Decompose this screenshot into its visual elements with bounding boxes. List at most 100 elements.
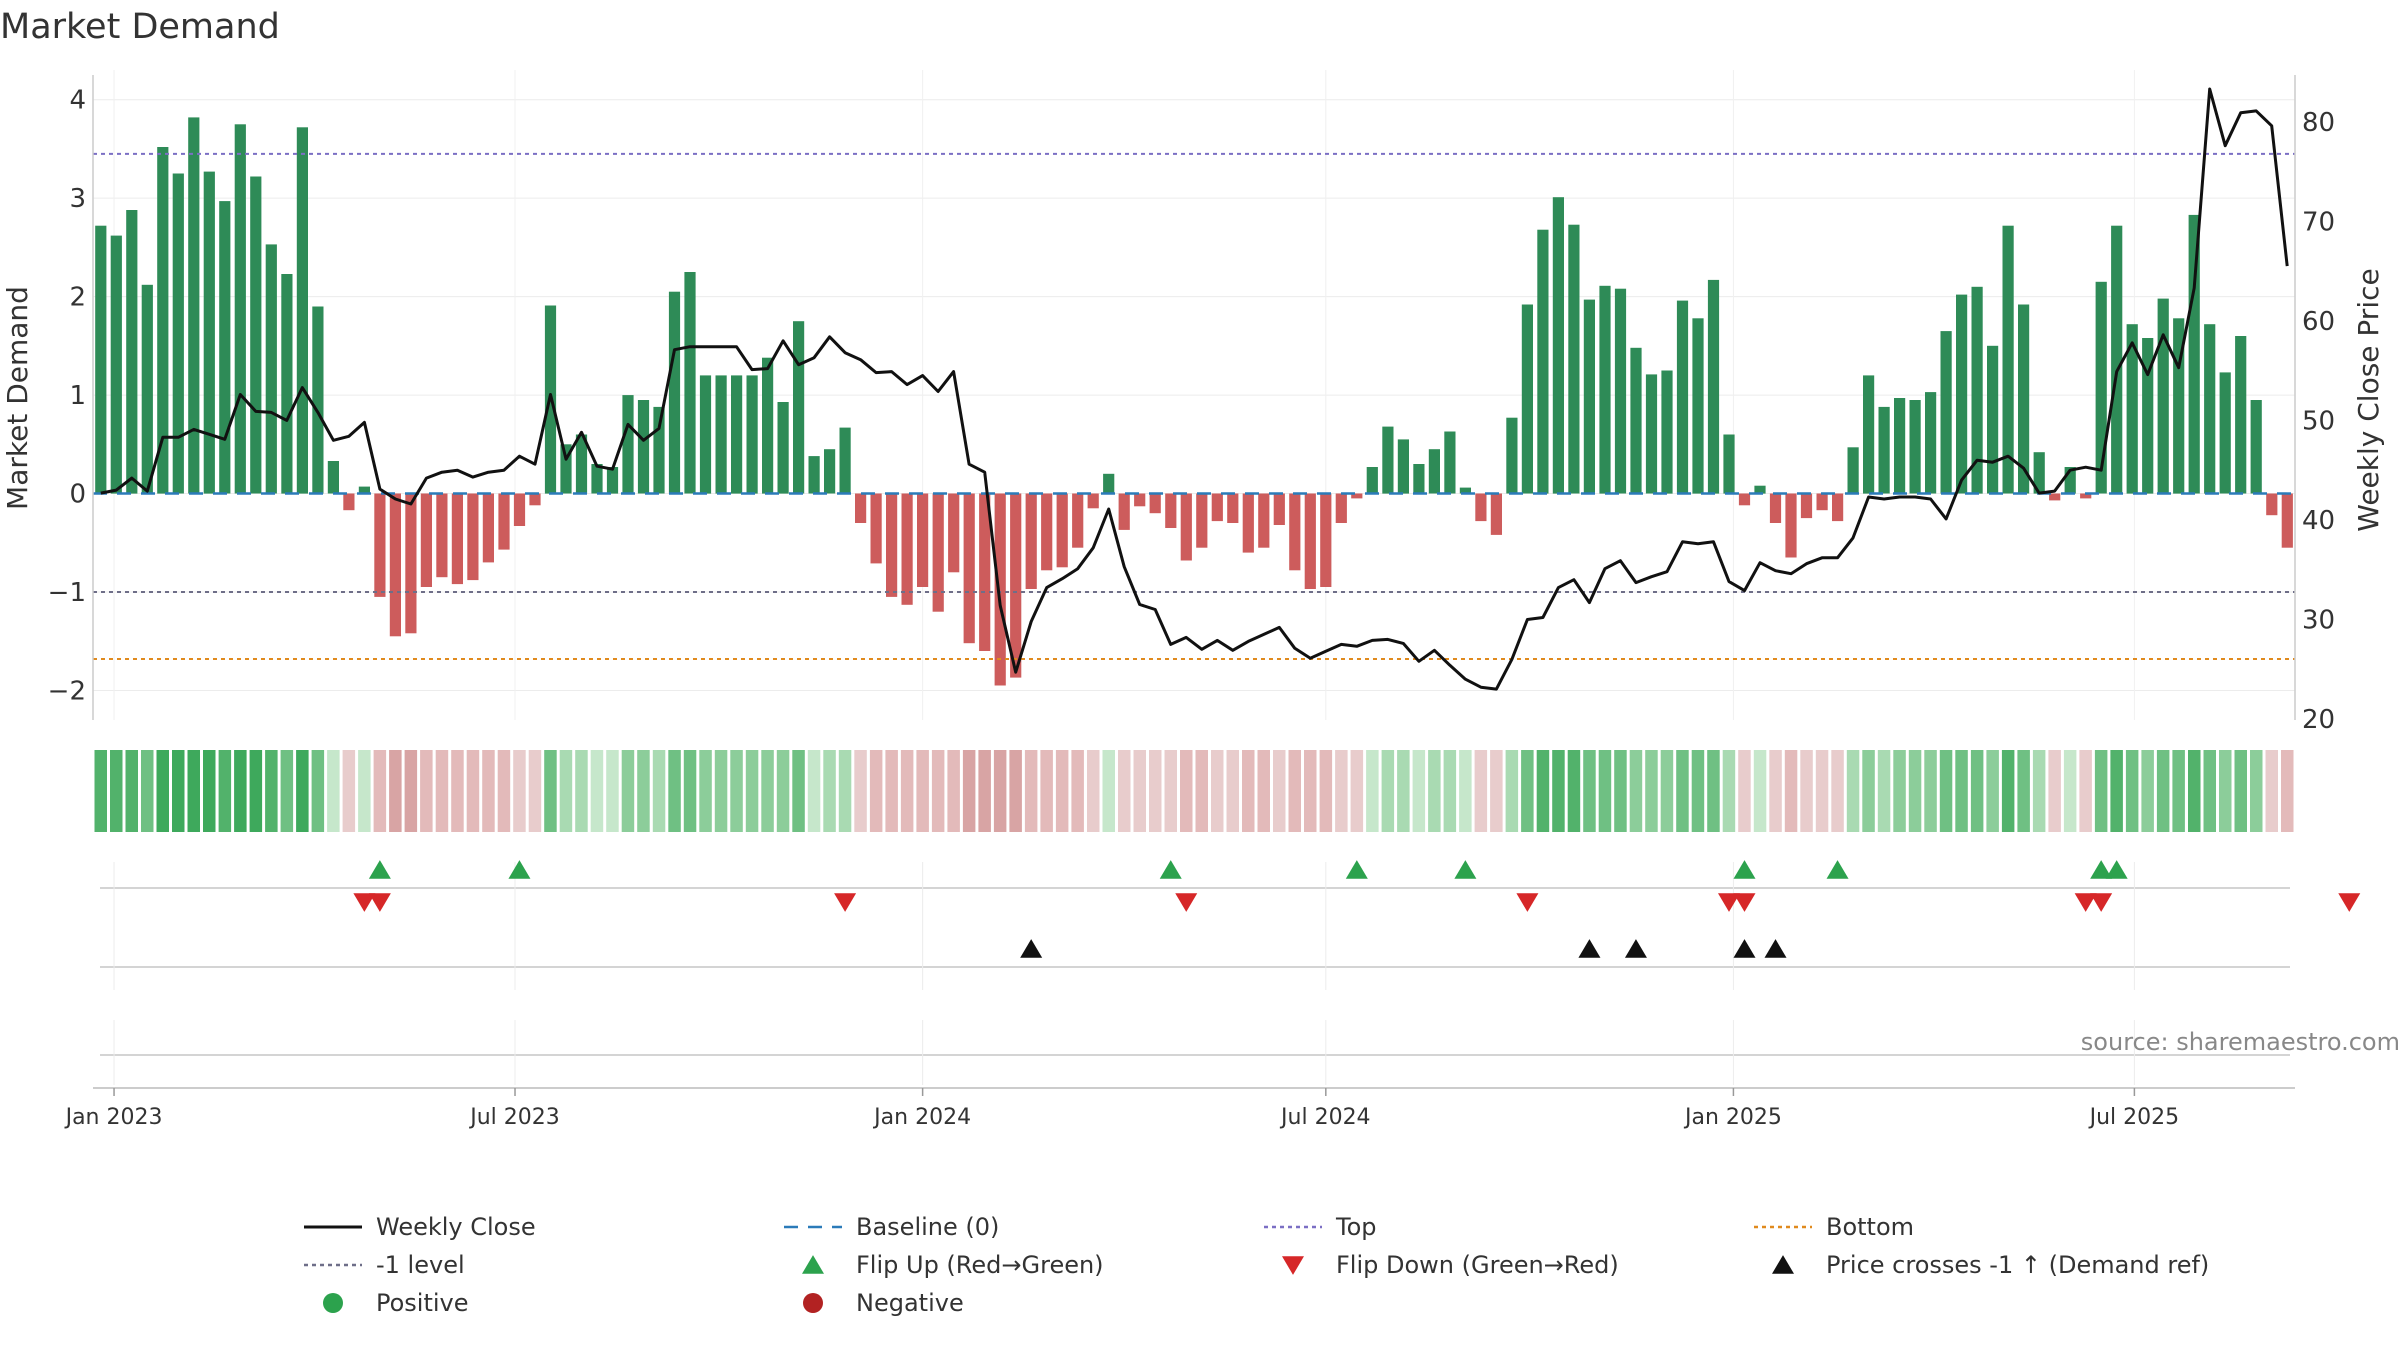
demand-bar-negative (1320, 493, 1332, 587)
strip-cell (218, 750, 232, 832)
demand-bar-positive (1614, 288, 1627, 494)
legend-label: Baseline (0) (856, 1213, 1000, 1241)
strip-cell (528, 750, 542, 832)
demand-bar-positive (1413, 464, 1425, 494)
strip-cell (885, 750, 898, 832)
strip-cell (1598, 750, 1612, 832)
demand-bar-positive (1971, 286, 1983, 494)
strip-cell (1753, 750, 1767, 832)
strip-cell (947, 750, 960, 832)
strip-cell (1397, 750, 1410, 832)
strip-cell (1846, 750, 1860, 832)
demand-bar-negative (994, 493, 1006, 686)
strip-cell (1955, 750, 1968, 832)
strip-cell (2281, 750, 2294, 832)
demand-bar-positive (1863, 375, 1875, 494)
demand-bar-positive (1103, 473, 1115, 494)
demand-bar-negative (1490, 493, 1502, 535)
strip-cell (1071, 750, 1084, 832)
strip-cell (1180, 750, 1193, 832)
strip-cell (652, 750, 666, 832)
strip-cell (1908, 750, 1922, 832)
demand-bar-negative (979, 493, 991, 651)
strip-cell (776, 750, 790, 832)
demand-bar-negative (1180, 493, 1192, 561)
demand-bar-negative (2266, 493, 2278, 516)
legend-symbol-circle (780, 1288, 846, 1318)
axes: −2 −1 0 1 2 3 4 20 30 40 50 60 70 80 (48, 75, 2335, 735)
demand-bar-positive (1366, 467, 1378, 494)
demand-bar-negative (529, 493, 541, 506)
flip-up-marker (1733, 860, 1756, 879)
x-tick-label: Jul 2025 (2088, 1105, 2180, 1130)
legend-label: Flip Up (Red→Green) (856, 1251, 1104, 1279)
flip-up-marker (2090, 860, 2113, 879)
demand-bar-positive (2157, 298, 2169, 494)
demand-bar-positive (668, 291, 681, 494)
legend-item: Baseline (0) (780, 1208, 999, 1246)
strip-cell (1614, 750, 1627, 832)
strip-cell (1102, 750, 1115, 832)
flip-up-marker (2105, 860, 2128, 879)
legend-item: Bottom (1750, 1208, 1914, 1246)
demand-bar-positive (1878, 406, 1890, 494)
strip-cell (1660, 750, 1674, 832)
strip-cell (668, 750, 681, 832)
strip-cell (2141, 750, 2154, 832)
demand-bar-positive (1692, 318, 1704, 494)
strip-cell (1877, 750, 1891, 832)
demand-bar-positive (110, 235, 122, 494)
demand-bar-positive (1661, 370, 1673, 494)
legend-item: Flip Up (Red→Green) (780, 1246, 1104, 1284)
strip-cell (1257, 750, 1270, 832)
demand-bar-positive (808, 456, 820, 494)
strip-cell (1087, 750, 1100, 832)
demand-bar-positive (203, 171, 215, 494)
strip-cell (1676, 750, 1689, 832)
demand-bar-positive (1444, 431, 1456, 494)
strip-cell (1350, 750, 1364, 832)
legend-label: Top (1336, 1213, 1377, 1241)
strip-cell (280, 750, 294, 832)
demand-bars (95, 117, 2293, 686)
demand-bar-negative (1010, 493, 1022, 678)
legend-item: -1 level (300, 1246, 465, 1284)
demand-bar-positive (2142, 338, 2154, 494)
strip-cell (1412, 750, 1426, 832)
demand-bar-negative (1816, 493, 1828, 511)
demand-bar-positive (1847, 447, 1859, 494)
strip-cell (900, 750, 914, 832)
strip-cell (404, 750, 418, 832)
strip-cell (2250, 750, 2263, 832)
strip-cell (1319, 750, 1333, 832)
demand-bar-negative (482, 493, 494, 563)
strip-cell (1226, 750, 1239, 832)
demand-bar-negative (1351, 493, 1363, 499)
strip-cell (2156, 750, 2170, 832)
demand-bar-negative (1072, 493, 1084, 548)
price-cross-marker (1020, 939, 1043, 958)
legend-label: -1 level (376, 1251, 465, 1279)
strip-cell (1939, 750, 1953, 832)
legend: Weekly Close Baseline (0) Top Bottom -1 leve… (300, 1208, 2300, 1338)
demand-bar-negative (1087, 493, 1099, 509)
strip-cell (1970, 750, 1984, 832)
strip-cell (1055, 750, 1069, 832)
legend-item: Negative (780, 1284, 964, 1322)
legend-symbol-circle (300, 1288, 366, 1318)
strip-cell (2032, 750, 2046, 832)
demand-bar-negative (405, 493, 417, 634)
flip-down-marker (834, 893, 857, 912)
demand-bar-positive (296, 127, 308, 494)
strip-cell (389, 750, 402, 832)
strip-cell (1273, 750, 1286, 832)
demand-bar-positive (653, 406, 665, 494)
demand-bar-negative (513, 493, 526, 526)
demand-bar-negative (1769, 493, 1782, 523)
strip-cell (2265, 750, 2278, 832)
demand-bar-positive (2204, 324, 2216, 494)
demand-bar-negative (1227, 493, 1239, 523)
strip-cell (916, 750, 929, 832)
price-cross-marker (1578, 939, 1601, 958)
demand-bar-negative (2049, 493, 2061, 501)
